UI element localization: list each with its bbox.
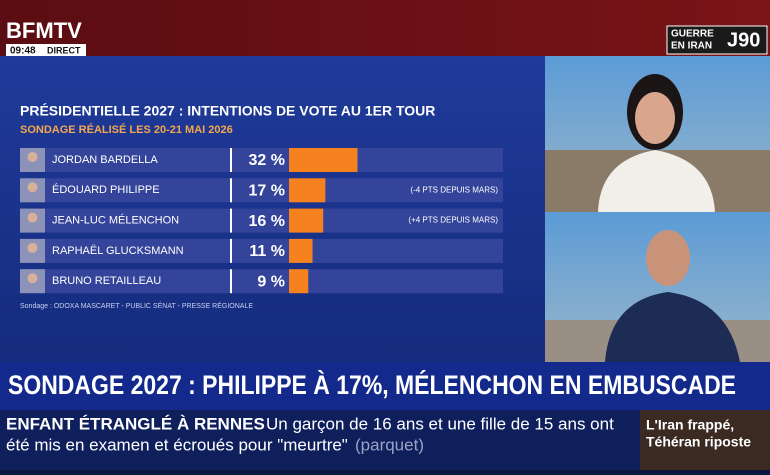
annotation: (-4 PTS DEPUIS MARS) — [410, 185, 498, 194]
ticker-source: (parquet) — [355, 435, 424, 454]
value-label: 11 % — [249, 243, 285, 260]
live: DIRECT — [47, 45, 81, 55]
top-band — [0, 0, 770, 56]
row-background — [20, 238, 503, 263]
value-label: 9 % — [257, 273, 285, 290]
value-label: 16 % — [249, 213, 285, 230]
candidate-face — [27, 273, 38, 284]
chart-source: Sondage : ODOXA MASCARET - PUBLIC SÉNAT … — [20, 301, 253, 310]
row-background — [20, 269, 503, 294]
candidate-name: JEAN-LUC MÉLENCHON — [52, 214, 179, 227]
candidate-name: ÉDOUARD PHILIPPE — [52, 183, 160, 196]
value-divider — [230, 208, 232, 233]
guest-body — [605, 292, 740, 362]
topic-box — [666, 25, 768, 55]
chart-title: PRÉSIDENTIELLE 2027 : INTENTIONS DE VOTE… — [20, 103, 435, 119]
bar — [289, 238, 313, 263]
ticker-label: ENFANT ÉTRANGLÉ À RENNES — [6, 414, 265, 433]
value-divider — [230, 178, 232, 203]
guest-face — [646, 230, 690, 286]
row-background — [20, 178, 503, 203]
teaser: L'Iran frappé, — [646, 417, 734, 433]
value-divider — [230, 238, 232, 263]
presenter-face — [635, 92, 675, 144]
candidate-face — [27, 152, 38, 162]
candidate-face — [27, 182, 38, 193]
time: 09:48 — [10, 46, 36, 57]
time-box — [6, 44, 86, 57]
headline: SONDAGE 2027 : PHILIPPE À 17%, MÉLENCHON… — [8, 369, 736, 400]
bar — [289, 208, 324, 233]
topic: GUERRE — [671, 29, 714, 40]
bar — [289, 269, 309, 294]
value-divider — [230, 269, 232, 294]
ticker-text: Un garçon de 16 ans et une fille de 15 a… — [266, 414, 614, 433]
value-divider — [230, 148, 232, 172]
candidate-face — [27, 242, 38, 253]
teaser-image — [640, 410, 770, 470]
bar — [289, 178, 326, 203]
row-background — [20, 148, 503, 172]
topic: EN IRAN — [671, 41, 712, 52]
candidate-name: JORDAN BARDELLA — [52, 154, 158, 166]
chart-subtitle: SONDAGE RÉALISÉ LES 20-21 MAI 2026 — [20, 123, 233, 136]
annotation: (+4 PTS DEPUIS MARS) — [408, 216, 498, 225]
row-background — [20, 208, 503, 233]
value-label: 17 % — [249, 183, 285, 200]
day-count: J90 — [727, 29, 760, 51]
presenter-body — [598, 150, 715, 212]
bar — [289, 148, 358, 172]
candidate-name: RAPHAËL GLUCKSMANN — [52, 245, 184, 257]
ticker-text: été mis en examen et écroués pour "meurt… — [6, 435, 348, 454]
channel: BFMTV — [6, 18, 82, 43]
teaser: Téhéran riposte — [646, 434, 751, 450]
headline-band — [0, 362, 770, 410]
value-label: 32 % — [249, 152, 285, 169]
candidate-name: BRUNO RETAILLEAU — [52, 275, 161, 287]
candidate-face — [27, 212, 38, 223]
